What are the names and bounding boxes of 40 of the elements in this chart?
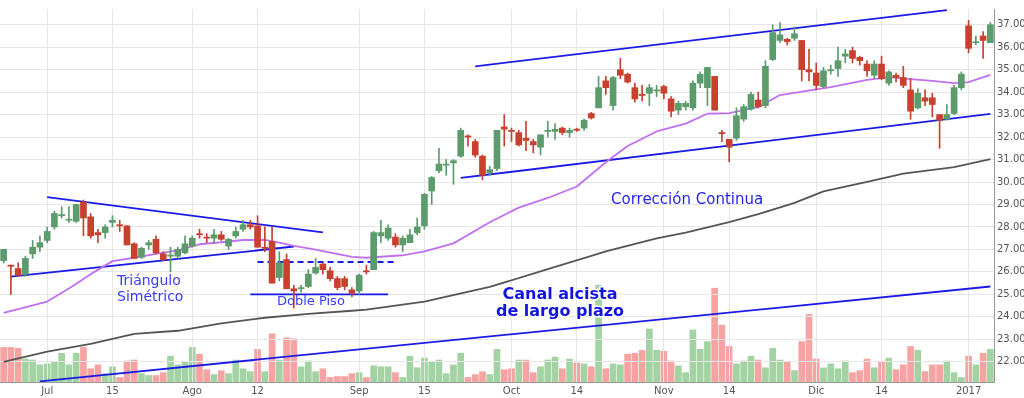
x-tick-label: 2017 <box>955 384 982 396</box>
bar <box>217 370 225 382</box>
bar <box>602 368 610 382</box>
x-tick-label: 14 <box>570 384 584 396</box>
bar <box>261 371 269 382</box>
bar <box>885 357 893 382</box>
x-tick-label: 14 <box>722 384 736 396</box>
annotation: Corrección Continua <box>611 189 764 208</box>
x-tick-label: 15 <box>418 384 431 396</box>
x-tick-label: Sep <box>349 384 369 396</box>
bar <box>754 359 762 382</box>
annotation: Triángulo Simétrico <box>116 271 184 304</box>
bar <box>987 349 994 382</box>
bar <box>791 370 798 382</box>
bar <box>566 358 573 382</box>
bar <box>783 361 791 382</box>
bar <box>558 368 566 382</box>
annotation: Canal alcista de largo plazo <box>495 284 625 321</box>
bar <box>210 374 218 382</box>
candlestick <box>116 219 124 232</box>
x-tick-label: Jul <box>40 384 54 396</box>
x-tick-label: Oct <box>502 384 521 396</box>
bar <box>870 367 878 382</box>
x-tick-label: Ago <box>182 384 202 396</box>
candlestick <box>7 264 15 295</box>
bar <box>363 377 370 382</box>
bar <box>392 372 399 382</box>
candlestick <box>203 233 211 244</box>
bar <box>515 359 523 382</box>
x-tick-label: 12 <box>251 384 264 396</box>
bar <box>276 359 283 382</box>
bar <box>914 349 922 382</box>
x-tick-label: 15 <box>106 384 119 396</box>
x-tick-label: 14 <box>875 384 888 396</box>
candlestick <box>718 130 726 142</box>
bar <box>587 366 595 382</box>
x-tick-label: Nov <box>654 384 674 396</box>
x-tick-label: Dic <box>808 384 825 396</box>
candlestick <box>500 114 508 147</box>
candlestick <box>841 49 849 64</box>
